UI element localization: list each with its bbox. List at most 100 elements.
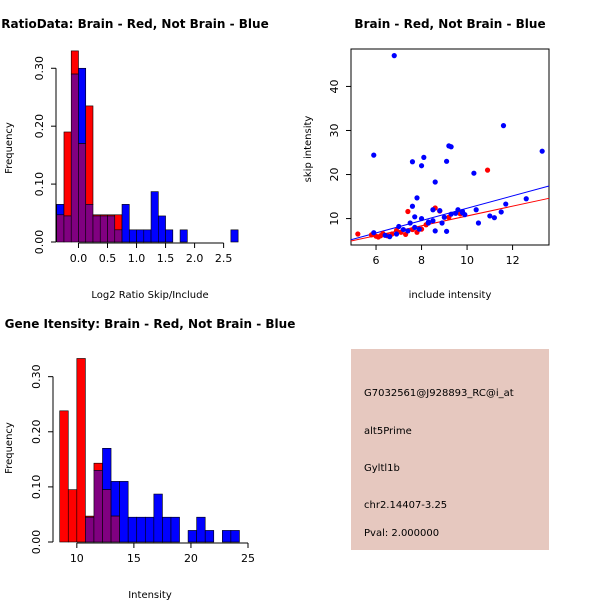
ratio-hist-overlap-bar [78,143,87,243]
scatter-point [421,154,427,160]
scatter-x-tick-label: 6 [373,254,380,267]
ratio-hist-bar [85,105,94,205]
gene-hist-ylabel: Frequency [4,422,15,474]
gene-hist-bar [127,516,138,543]
ratio-hist-bar [128,229,137,243]
scatter-point [523,196,529,202]
scatter-point [473,207,479,213]
gene-hist-bar [153,493,163,543]
gene-hist-x-tick-label: 25 [241,552,255,565]
ratio-hist-overlap-bar [107,215,116,243]
ratio-hist-overlap-bar [56,214,65,243]
ratio-hist-xlabel: Log2 Ratio Skip/Include [91,290,208,301]
ratio-hist-y-tick-label: 0.30 [33,56,46,81]
scatter-point [500,123,507,129]
gene-hist-xlabel: Intensity [128,590,172,600]
scatter-point [371,152,377,158]
scatter-point [448,211,454,217]
scatter-point [414,195,420,201]
ratio-hist-y-tick-label: 0.10 [33,172,46,197]
scatter-y-tick-label: 30 [328,123,341,137]
ratio-hist-x-tick-label: 1.5 [157,252,175,265]
scatter-y-tick-label: 40 [328,79,341,93]
gene-hist-bar [204,530,215,543]
ratio-hist-title: RatioData: Brain - Red, Not Brain - Blue [1,17,268,31]
scatter-point [484,167,491,173]
scatter-x-tick-label: 12 [506,254,520,267]
gene-hist-bar [119,481,129,543]
scatter-point [382,232,388,238]
ratio-hist-bar [179,229,188,243]
scatter-point [471,170,477,176]
gene-hist-bar [230,530,240,543]
gene-hist-overlap-bar [85,516,95,543]
ratio-hist-overlap-bar [99,215,108,243]
scatter-point [371,230,377,236]
scatter-point [432,228,438,234]
ratio-hist-bar [136,229,145,243]
info-location: chr2.14407-3.25 [364,500,447,511]
scatter-point [430,207,436,213]
ratio-hist-bar [143,229,152,243]
ratio-hist-bar [56,204,65,216]
scatter-point [412,224,418,230]
scatter-point [387,234,393,240]
scatter-point [503,201,509,207]
scatter-y-tick-label: 10 [328,212,341,226]
ratio-hist-x-tick-label: 2.0 [186,252,204,265]
gene-hist-y-tick-label: 0.00 [30,530,43,555]
scatter-point [412,214,418,220]
scatter-point [355,231,361,237]
gene-hist-bar [144,516,155,543]
gene-hist-bar [136,516,146,543]
gene-hist-overlap-bar [93,470,103,543]
scatter-point [448,144,454,150]
gene-hist-bar [93,462,103,471]
gene-histogram-panel: Gene Itensity: Brain - Red, Not Brain - … [4,317,295,601]
scatter-point [418,163,425,169]
info-pval: Pval: 2.000000 [364,528,439,539]
scatter-point [407,220,413,226]
scatter-point [409,159,416,165]
scatter-ylabel: skip intensity [303,116,314,183]
gene-hist-bar [196,516,206,543]
ratio-hist-bar [158,215,166,243]
gene-hist-overlap-bar [102,489,112,543]
scatter-point [487,213,493,219]
scatter-point [405,208,411,215]
scatter-point [432,179,438,185]
ratio-hist-bar [230,229,239,243]
gene-hist-bar [162,516,172,543]
ratio-hist-y-tick-label: 0.00 [33,230,46,255]
ratio-hist-x-tick-label: 0.0 [70,252,88,265]
scatter-point [409,203,416,209]
ratio-hist-overlap-bar [92,215,101,243]
scatter-x-tick-label: 10 [460,254,474,267]
ratio-hist-axes: 0.0 0.5 1.0 1.5 2.0 2.5 0.00 0.10 0.20 0.30 [33,56,232,265]
scatter-point [441,214,447,220]
ratio-hist-overlap-bar [114,229,123,243]
scatter-point [391,53,397,59]
scatter-point [455,207,461,213]
scatter-plot-frame [350,48,550,246]
scatter-axes: 6 8 10 12 10 20 30 40 [328,79,520,267]
scatter-point [405,228,411,234]
ratio-hist-x-tick-label: 0.5 [99,252,117,265]
scatter-point [498,209,504,215]
gene-hist-bar [222,530,232,543]
info-panel-background [351,349,549,550]
scatter-point [396,223,402,230]
ratio-hist-overlap-bar [85,204,94,243]
gene-hist-bar [67,489,78,543]
scatter-point [430,218,436,224]
ratio-hist-ylabel: Frequency [4,122,15,174]
scatter-y-tick-label: 20 [328,168,341,182]
ratio-hist-x-tick-label: 2.5 [215,252,233,265]
info-event-type: alt5Prime [364,426,412,437]
gene-hist-x-tick-label: 10 [70,552,84,565]
scatter-point [443,228,450,234]
scatter-point [418,215,425,222]
scatter-point [400,226,406,233]
ratio-histogram-panel: RatioData: Brain - Red, Not Brain - Blue… [1,17,268,301]
ratio-hist-bar [114,214,123,231]
